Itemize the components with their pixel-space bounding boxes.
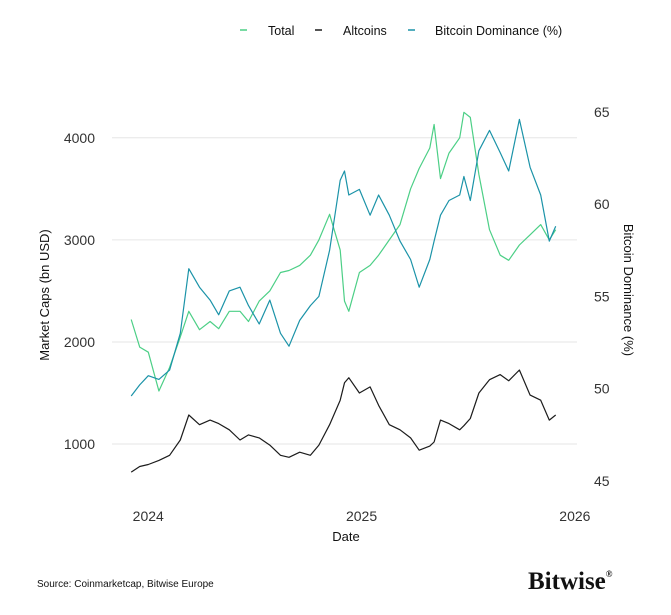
- y2-tick-label: 55: [594, 288, 610, 304]
- legend-label-altcoins: Altcoins: [343, 24, 387, 38]
- y2-tick-label: 60: [594, 196, 610, 212]
- series-line-altcoins: [130, 369, 557, 473]
- source-note: Source: Coinmarketcap, Bitwise Europe: [37, 579, 214, 590]
- legend-item-total: Total: [240, 24, 294, 38]
- legend-item-dominance: Bitcoin Dominance (%): [408, 24, 562, 38]
- series-line-bitcoin-dominance: [130, 118, 557, 397]
- legend-item-altcoins: Altcoins: [315, 24, 387, 38]
- y2-axis-label: Bitcoin Dominance (%): [621, 224, 636, 356]
- series-lines: [130, 111, 557, 473]
- left-axis-ticks: 1000 2000 3000 4000: [64, 130, 95, 452]
- legend-label-dominance: Bitcoin Dominance (%): [435, 24, 562, 38]
- y2-tick-label: 65: [594, 104, 610, 120]
- y-tick-label: 1000: [64, 436, 95, 452]
- x-tick-label: 2025: [346, 508, 377, 524]
- legend: Total Altcoins Bitcoin Dominance (%): [240, 24, 562, 38]
- legend-label-total: Total: [268, 24, 294, 38]
- y-axis-label: Market Caps (bn USD): [37, 229, 52, 360]
- gridlines: [112, 137, 577, 445]
- y2-tick-label: 50: [594, 381, 610, 397]
- series-line-total: [130, 111, 557, 392]
- x-tick-label: 2024: [133, 508, 164, 524]
- y2-tick-label: 45: [594, 473, 610, 489]
- y-tick-label: 3000: [64, 232, 95, 248]
- x-axis-ticks: 2024 2025 2026: [133, 508, 591, 524]
- right-axis-ticks: 45 50 55 60 65: [594, 104, 610, 489]
- x-axis-label: Date: [332, 529, 359, 544]
- x-tick-label: 2026: [559, 508, 590, 524]
- y-tick-label: 2000: [64, 334, 95, 350]
- bitwise-logo: Bitwise®: [528, 568, 613, 595]
- y-tick-label: 4000: [64, 130, 95, 146]
